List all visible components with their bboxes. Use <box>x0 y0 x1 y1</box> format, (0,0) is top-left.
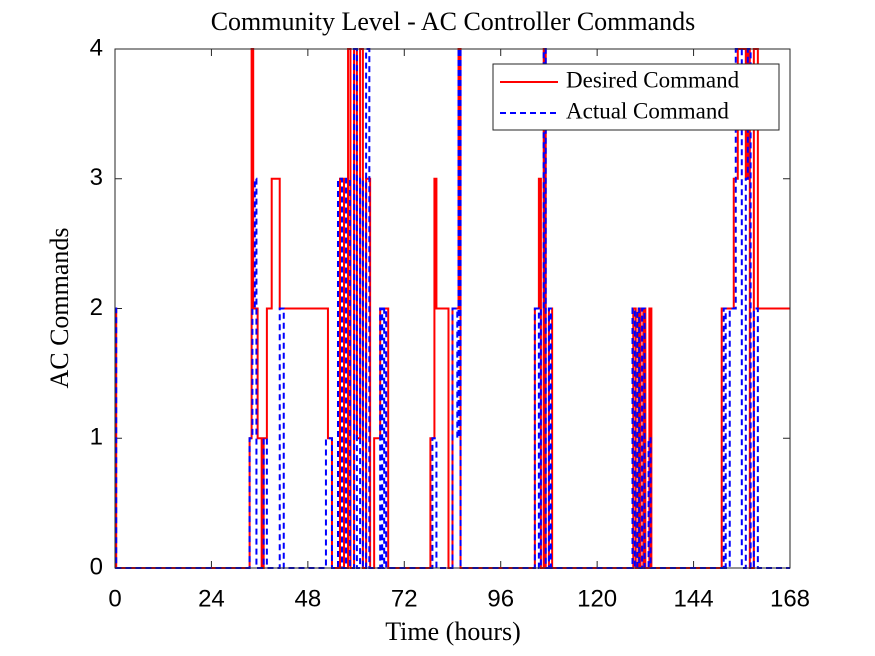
legend-label: Actual Command <box>566 98 729 123</box>
x-axis-label: Time (hours) <box>385 617 521 646</box>
y-tick-label: 2 <box>90 294 103 321</box>
y-axis-label: AC Commands <box>45 227 74 388</box>
x-tick-label: 96 <box>487 585 514 612</box>
y-tick-label: 0 <box>90 553 103 580</box>
x-tick-label: 144 <box>674 585 714 612</box>
x-tick-label: 72 <box>391 585 418 612</box>
x-tick-label: 24 <box>198 585 225 612</box>
x-tick-label: 168 <box>770 585 810 612</box>
y-tick-label: 1 <box>90 424 103 451</box>
y-tick-label: 3 <box>90 164 103 191</box>
legend-label: Desired Command <box>566 67 740 92</box>
axes-box <box>114 48 791 569</box>
x-tick-label: 0 <box>108 585 121 612</box>
x-tick-label: 120 <box>577 585 617 612</box>
data-line <box>115 48 790 569</box>
x-tick-label: 48 <box>295 585 322 612</box>
chart-title: Community Level - AC Controller Commands <box>211 7 696 36</box>
legend-box <box>492 63 780 131</box>
y-tick-label: 4 <box>90 34 103 61</box>
legend: Desired Command Actual Command <box>492 63 780 131</box>
